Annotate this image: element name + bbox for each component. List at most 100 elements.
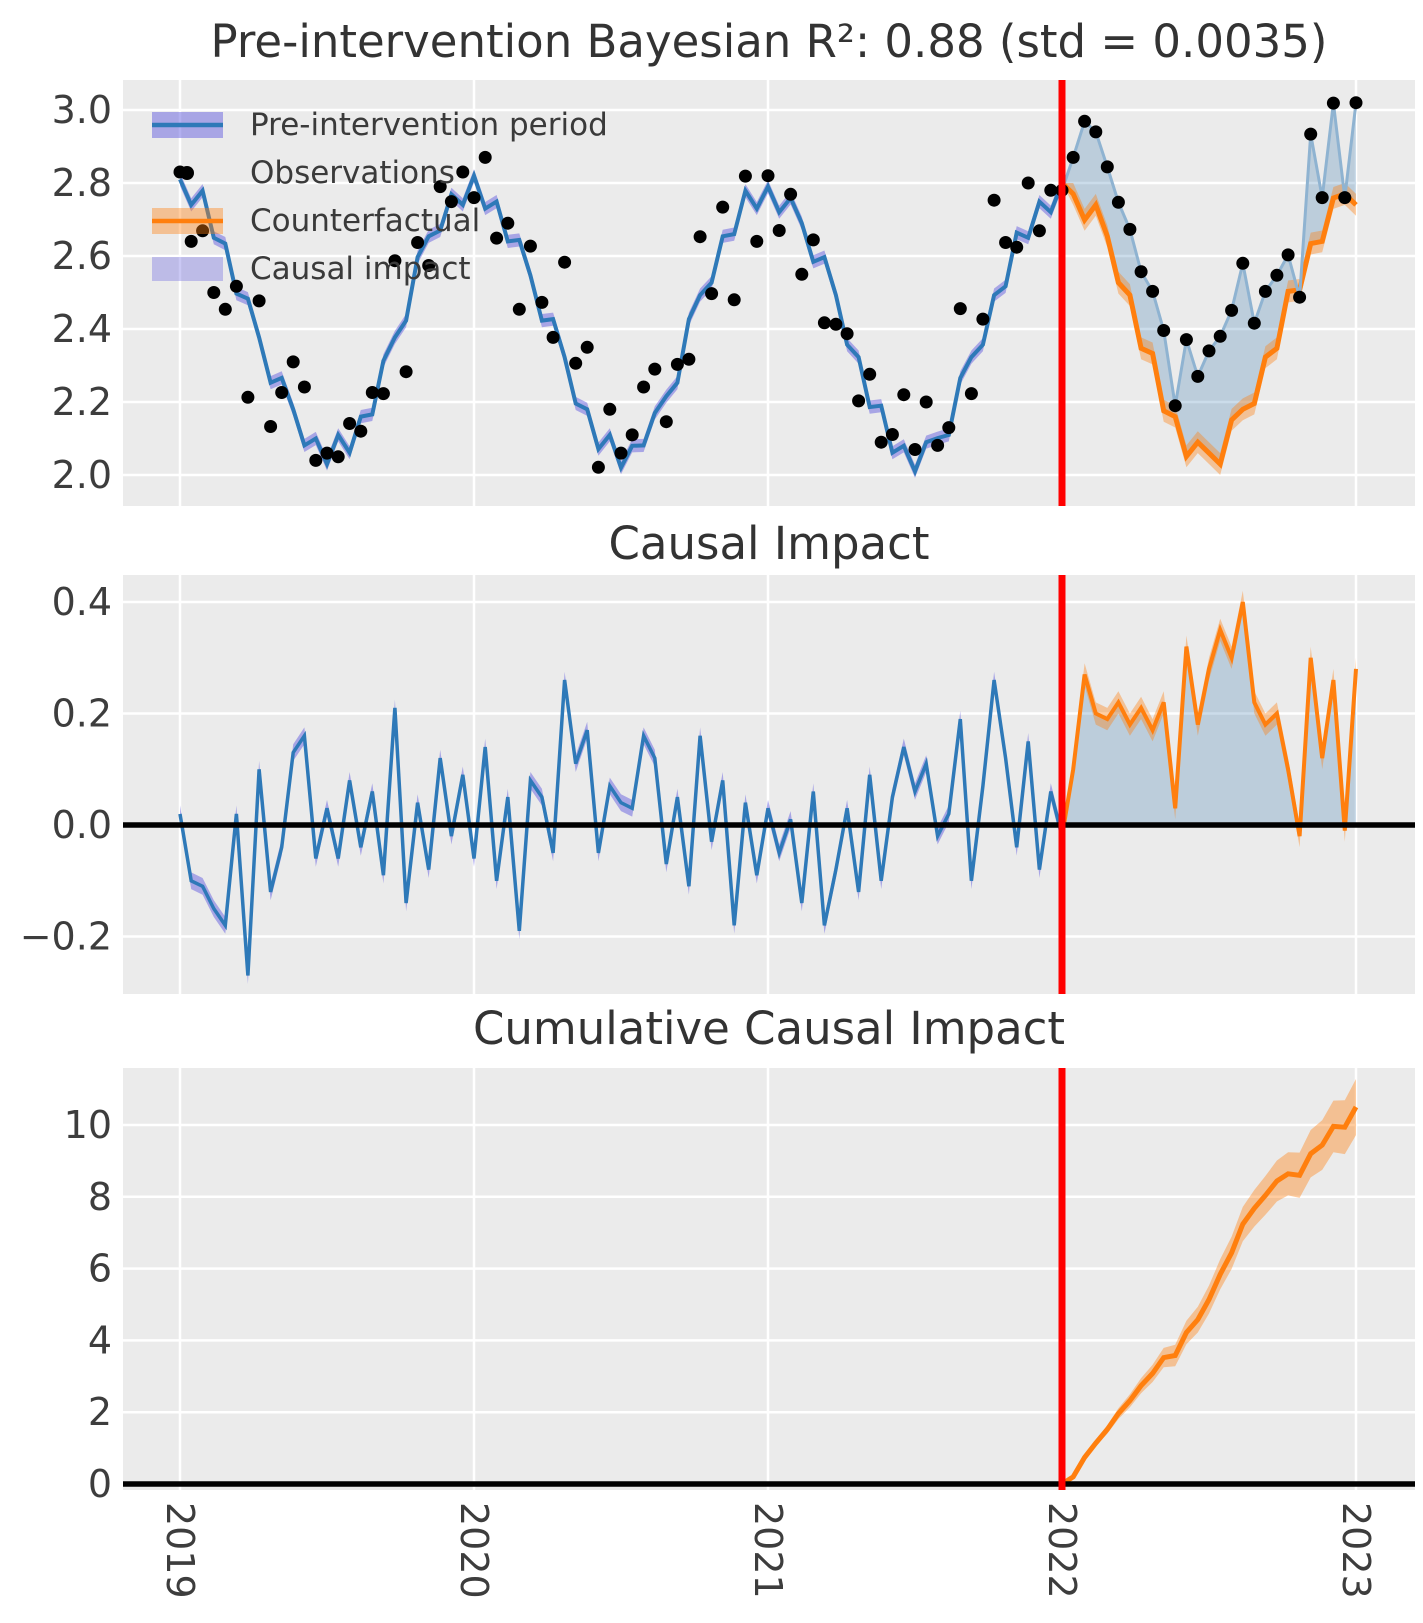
impact-post-fill	[1062, 602, 1356, 837]
observation-dot	[931, 438, 945, 452]
observation-dot	[569, 356, 583, 370]
observation-dot	[376, 387, 390, 401]
observation-dot	[433, 180, 447, 194]
observation-dot	[716, 200, 730, 214]
legend-label-observations: Observations	[250, 155, 455, 191]
observation-dot	[670, 357, 684, 371]
observation-dot	[264, 420, 278, 433]
observation-dot	[501, 216, 515, 230]
observation-dot	[444, 195, 458, 209]
pre-intervention-fit-line	[178, 169, 1064, 477]
observation-dot	[184, 234, 198, 248]
x-tick-label: 2019	[158, 1502, 202, 1599]
impact-post-line	[1060, 601, 1358, 837]
y-tick-label: 0	[88, 1462, 112, 1506]
observation-dot	[1338, 191, 1352, 205]
observation-dot	[964, 387, 978, 401]
observation-dot	[275, 386, 289, 399]
observation-dot	[558, 255, 572, 269]
observation-dot	[1191, 369, 1205, 383]
observation-dot	[580, 340, 594, 354]
observation-dot	[399, 365, 413, 379]
cumulative-line	[1060, 1105, 1359, 1487]
observation-dot	[218, 302, 232, 316]
legend-swatch-observations-dot	[180, 166, 194, 180]
panel-cumulative-causal-impact	[123, 1068, 1415, 1490]
observation-dot	[1066, 150, 1080, 164]
y-tick-label: 2.2	[52, 380, 112, 424]
observation-dot	[852, 394, 866, 408]
legend-label-causal-impact: Causal impact	[250, 251, 471, 287]
observation-dot	[354, 424, 368, 438]
observation-dot	[343, 417, 357, 430]
observation-dot	[750, 234, 764, 248]
observation-dot	[456, 165, 470, 179]
observation-dot	[659, 415, 673, 429]
y-tick-label: 2.4	[52, 307, 112, 351]
observation-dot	[1010, 240, 1024, 254]
observation-dot	[919, 395, 933, 409]
chart-root: 3.02.82.62.42.22.00.40.20.0−0.2108642020…	[20, 80, 1415, 1599]
legend: Pre-intervention period Observations Cou…	[152, 107, 608, 287]
observation-dot	[196, 224, 210, 238]
panel-2-series	[123, 1068, 1415, 1490]
observation-dot	[523, 239, 537, 253]
tick-labels: 3.02.82.62.42.22.00.40.20.0−0.2108642020…	[20, 88, 1378, 1599]
observation-dot	[229, 279, 243, 293]
impact-pre-line	[178, 679, 1064, 976]
observation-dot	[1258, 284, 1272, 298]
observation-dot	[1270, 268, 1284, 282]
observation-dot	[1089, 125, 1103, 139]
observation-dot	[1247, 316, 1261, 330]
observation-dot	[411, 236, 425, 249]
observation-dot	[637, 380, 651, 394]
observation-dot	[286, 355, 300, 369]
observation-dot	[365, 386, 379, 399]
observation-dot	[1349, 96, 1363, 110]
observation-dot	[546, 330, 560, 344]
y-tick-label: 0.0	[52, 803, 112, 847]
panel-causal-impact	[123, 575, 1415, 994]
observation-dot	[772, 224, 786, 237]
observation-dot	[467, 191, 481, 205]
observation-dot	[908, 443, 922, 456]
counterfactual-line	[1060, 181, 1358, 469]
y-tick-label: 2.8	[52, 161, 112, 205]
observation-dot	[1326, 96, 1340, 110]
observation-dot	[738, 169, 752, 183]
x-tick-label: 2021	[746, 1502, 790, 1599]
observation-dot	[625, 428, 639, 442]
observation-dot	[1236, 256, 1250, 270]
observation-dot	[207, 286, 221, 299]
observation-dot	[942, 421, 956, 435]
observation-dot	[806, 233, 820, 247]
x-tick-label: 2022	[1040, 1502, 1084, 1599]
panel-0-series	[173, 80, 1363, 506]
observation-dot	[252, 294, 266, 308]
observation-dot	[478, 150, 492, 164]
observation-dot	[309, 453, 323, 467]
y-tick-label: 2	[88, 1390, 112, 1434]
observation-dot	[512, 302, 526, 316]
observation-dot	[422, 259, 436, 272]
y-tick-label: 0.2	[52, 692, 112, 736]
observation-dot	[1304, 127, 1318, 141]
y-tick-label: 0.4	[52, 580, 112, 624]
observation-dot	[591, 460, 605, 474]
y-tick-label: 6	[88, 1247, 112, 1291]
y-tick-label: −0.2	[20, 915, 112, 959]
legend-swatch-causal-impact-patch	[152, 257, 223, 281]
observation-dot	[987, 193, 1001, 207]
observation-dot	[1134, 265, 1148, 279]
observation-dot	[863, 367, 877, 381]
observation-dot	[535, 295, 549, 309]
observation-dot	[1078, 114, 1092, 128]
observation-dot	[331, 450, 345, 464]
cumulative-causal-impact-title: Cumulative Causal Impact	[473, 1002, 1065, 1055]
causal-impact-title: Causal Impact	[609, 517, 930, 570]
observation-dot	[1146, 284, 1160, 298]
observation-dot	[784, 187, 798, 201]
observation-dot	[897, 388, 911, 402]
